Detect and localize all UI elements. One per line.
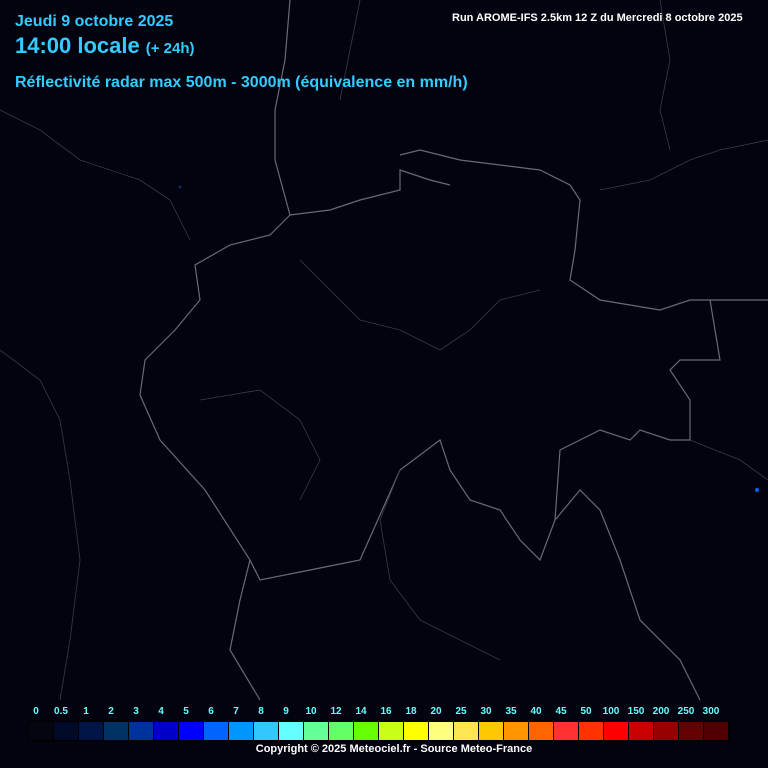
legend-label: 0 [33, 706, 39, 717]
legend-swatch [154, 722, 179, 740]
legend-label: 2 [108, 706, 114, 717]
legend-swatch [179, 722, 204, 740]
country-border [289, 169, 451, 216]
legend-label: 20 [430, 706, 442, 717]
legend-swatch [579, 722, 604, 740]
legend-label: 200 [652, 706, 670, 717]
legend-label: 10 [305, 706, 317, 717]
legend-swatch [529, 722, 554, 740]
legend-swatch [229, 722, 254, 740]
legend-label: 100 [602, 706, 620, 717]
legend-swatch [129, 722, 154, 740]
legend-label: 3 [133, 706, 139, 717]
parameter-title: Réflectivité radar max 500m - 3000m (équ… [15, 74, 468, 91]
legend-label: 6 [208, 706, 214, 717]
legend-label: 30 [480, 706, 492, 717]
legend-label: 40 [530, 706, 542, 717]
legend-swatch [404, 722, 429, 740]
legend-label: 45 [555, 706, 567, 717]
legend-swatch [604, 722, 629, 740]
legend-label: 250 [677, 706, 695, 717]
legend-label: 18 [405, 706, 417, 717]
legend-label: 0.5 [54, 706, 68, 717]
legend-swatch [479, 722, 504, 740]
legend-swatch [79, 722, 104, 740]
copyright: Copyright © 2025 Meteociel.fr - Source M… [255, 743, 533, 755]
forecast-offset: (+ 24h) [145, 40, 195, 57]
legend-label: 35 [505, 706, 517, 717]
forecast-time-label: 14:00 locale [15, 33, 140, 58]
legend-label: 16 [380, 706, 392, 717]
legend-swatch [29, 722, 54, 740]
legend-label: 50 [580, 706, 592, 717]
legend-swatch [304, 722, 329, 740]
legend-label: 300 [702, 706, 720, 717]
country-border [139, 0, 768, 581]
legend-label: 12 [330, 706, 342, 717]
legend-label: 14 [355, 706, 367, 717]
legend-swatch [454, 722, 479, 740]
legend-label: 5 [183, 706, 189, 717]
legend-label: 1 [83, 706, 89, 717]
legend-label: 8 [258, 706, 264, 717]
color-legend [28, 721, 730, 741]
legend-swatch [279, 722, 304, 740]
legend-swatch [379, 722, 404, 740]
legend-swatch [504, 722, 529, 740]
legend-swatch [629, 722, 654, 740]
legend-swatch [654, 722, 679, 740]
legend-swatch [329, 722, 354, 740]
legend-swatch [704, 722, 729, 740]
legend-swatch [254, 722, 279, 740]
legend-swatch [204, 722, 229, 740]
forecast-date: Jeudi 9 octobre 2025 [15, 13, 174, 30]
legend-swatch [54, 722, 79, 740]
legend-swatch [354, 722, 379, 740]
model-run-info: Run AROME-IFS 2.5km 12 Z du Mercredi 8 o… [452, 12, 743, 24]
legend-swatch [104, 722, 129, 740]
forecast-time: 14:00 locale (+ 24h) [15, 33, 195, 59]
legend-label: 7 [233, 706, 239, 717]
country-border [399, 149, 710, 311]
legend-label: 150 [627, 706, 645, 717]
legend-label: 25 [455, 706, 467, 717]
legend-label: 9 [283, 706, 289, 717]
legend-swatch [554, 722, 579, 740]
legend-labels: 0 0.5 1 2 3 4 5 6 7 8 9 10 12 14 16 18 20 25 30 35 40 45 50 100… [0, 706, 768, 720]
country-border [229, 559, 261, 701]
legend-swatch [429, 722, 454, 740]
country-border [554, 489, 701, 701]
legend-label: 4 [158, 706, 164, 717]
legend-swatch [679, 722, 704, 740]
